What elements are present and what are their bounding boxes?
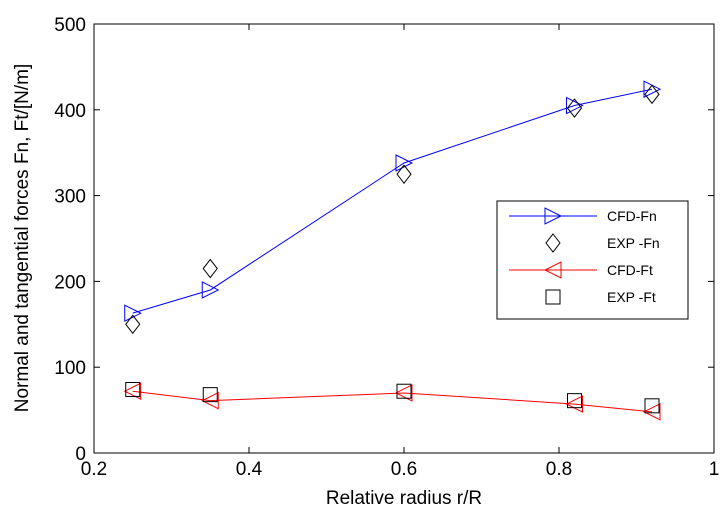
- data-point: [125, 382, 141, 398]
- series-line: [132, 390, 653, 413]
- data-point: [124, 304, 142, 322]
- data-point: [396, 164, 412, 184]
- x-tick-label: 0.8: [546, 459, 572, 480]
- data-point: [202, 258, 218, 279]
- legend-marker: [544, 207, 563, 225]
- data-point: [395, 154, 414, 172]
- legend-item: CFD-Fn: [509, 207, 657, 225]
- data-point: [123, 382, 142, 401]
- x-tick-label: 0.6: [391, 459, 417, 480]
- legend-label: CFD-Ft: [607, 262, 653, 278]
- legend-label: EXP -Ft: [607, 289, 656, 305]
- y-tick-label: 0: [75, 444, 86, 465]
- y-tick-label: 400: [54, 101, 86, 122]
- legend-marker: [543, 261, 562, 279]
- axis-ticks: 0.2 0.4 0.6 0.8 1 0 100 200 300 400 500: [54, 15, 719, 480]
- legend-marker: [545, 289, 561, 305]
- y-tick-label: 200: [54, 272, 86, 293]
- series-exp-ft: [125, 382, 660, 414]
- legend-item: EXP -Ft: [545, 289, 656, 305]
- data-point: [567, 393, 582, 409]
- series-exp-fn: [125, 84, 660, 335]
- x-tick-label: 1: [709, 459, 720, 480]
- data-point: [644, 398, 660, 414]
- y-tick-label: 300: [54, 187, 86, 208]
- series-cfd-ft: [123, 382, 661, 421]
- legend-label: EXP -Fn: [607, 235, 660, 251]
- x-axis-label: Relative radius r/R: [326, 488, 482, 509]
- data-point: [201, 391, 219, 410]
- data-point: [202, 387, 218, 403]
- data-point: [201, 281, 220, 299]
- data-point: [394, 384, 413, 402]
- legend-item: EXP -Fn: [545, 233, 660, 253]
- data-point: [396, 383, 412, 399]
- data-point: [642, 403, 661, 421]
- x-tick-label: 0.2: [81, 459, 107, 480]
- data-point: [566, 96, 584, 115]
- legend: CFD-Fn EXP -Fn CFD-Ft EXP -Ft: [496, 200, 689, 320]
- series-cfd-fn: [124, 80, 662, 322]
- data-point: [566, 98, 583, 118]
- y-tick-label: 100: [54, 358, 86, 379]
- series-line: [132, 88, 653, 314]
- legend-item: CFD-Ft: [509, 261, 653, 279]
- legend-marker: [545, 233, 561, 253]
- x-tick-label: 0.4: [236, 459, 263, 480]
- legend-box: [496, 200, 689, 320]
- legend-label: CFD-Fn: [607, 208, 657, 224]
- data-point: [125, 314, 141, 335]
- data-point: [644, 84, 660, 105]
- chart-marks: [123, 80, 662, 421]
- y-axis-label: Normal and tangential forces Fn, Ft/[N/m…: [12, 64, 33, 412]
- y-tick-label: 500: [54, 15, 86, 36]
